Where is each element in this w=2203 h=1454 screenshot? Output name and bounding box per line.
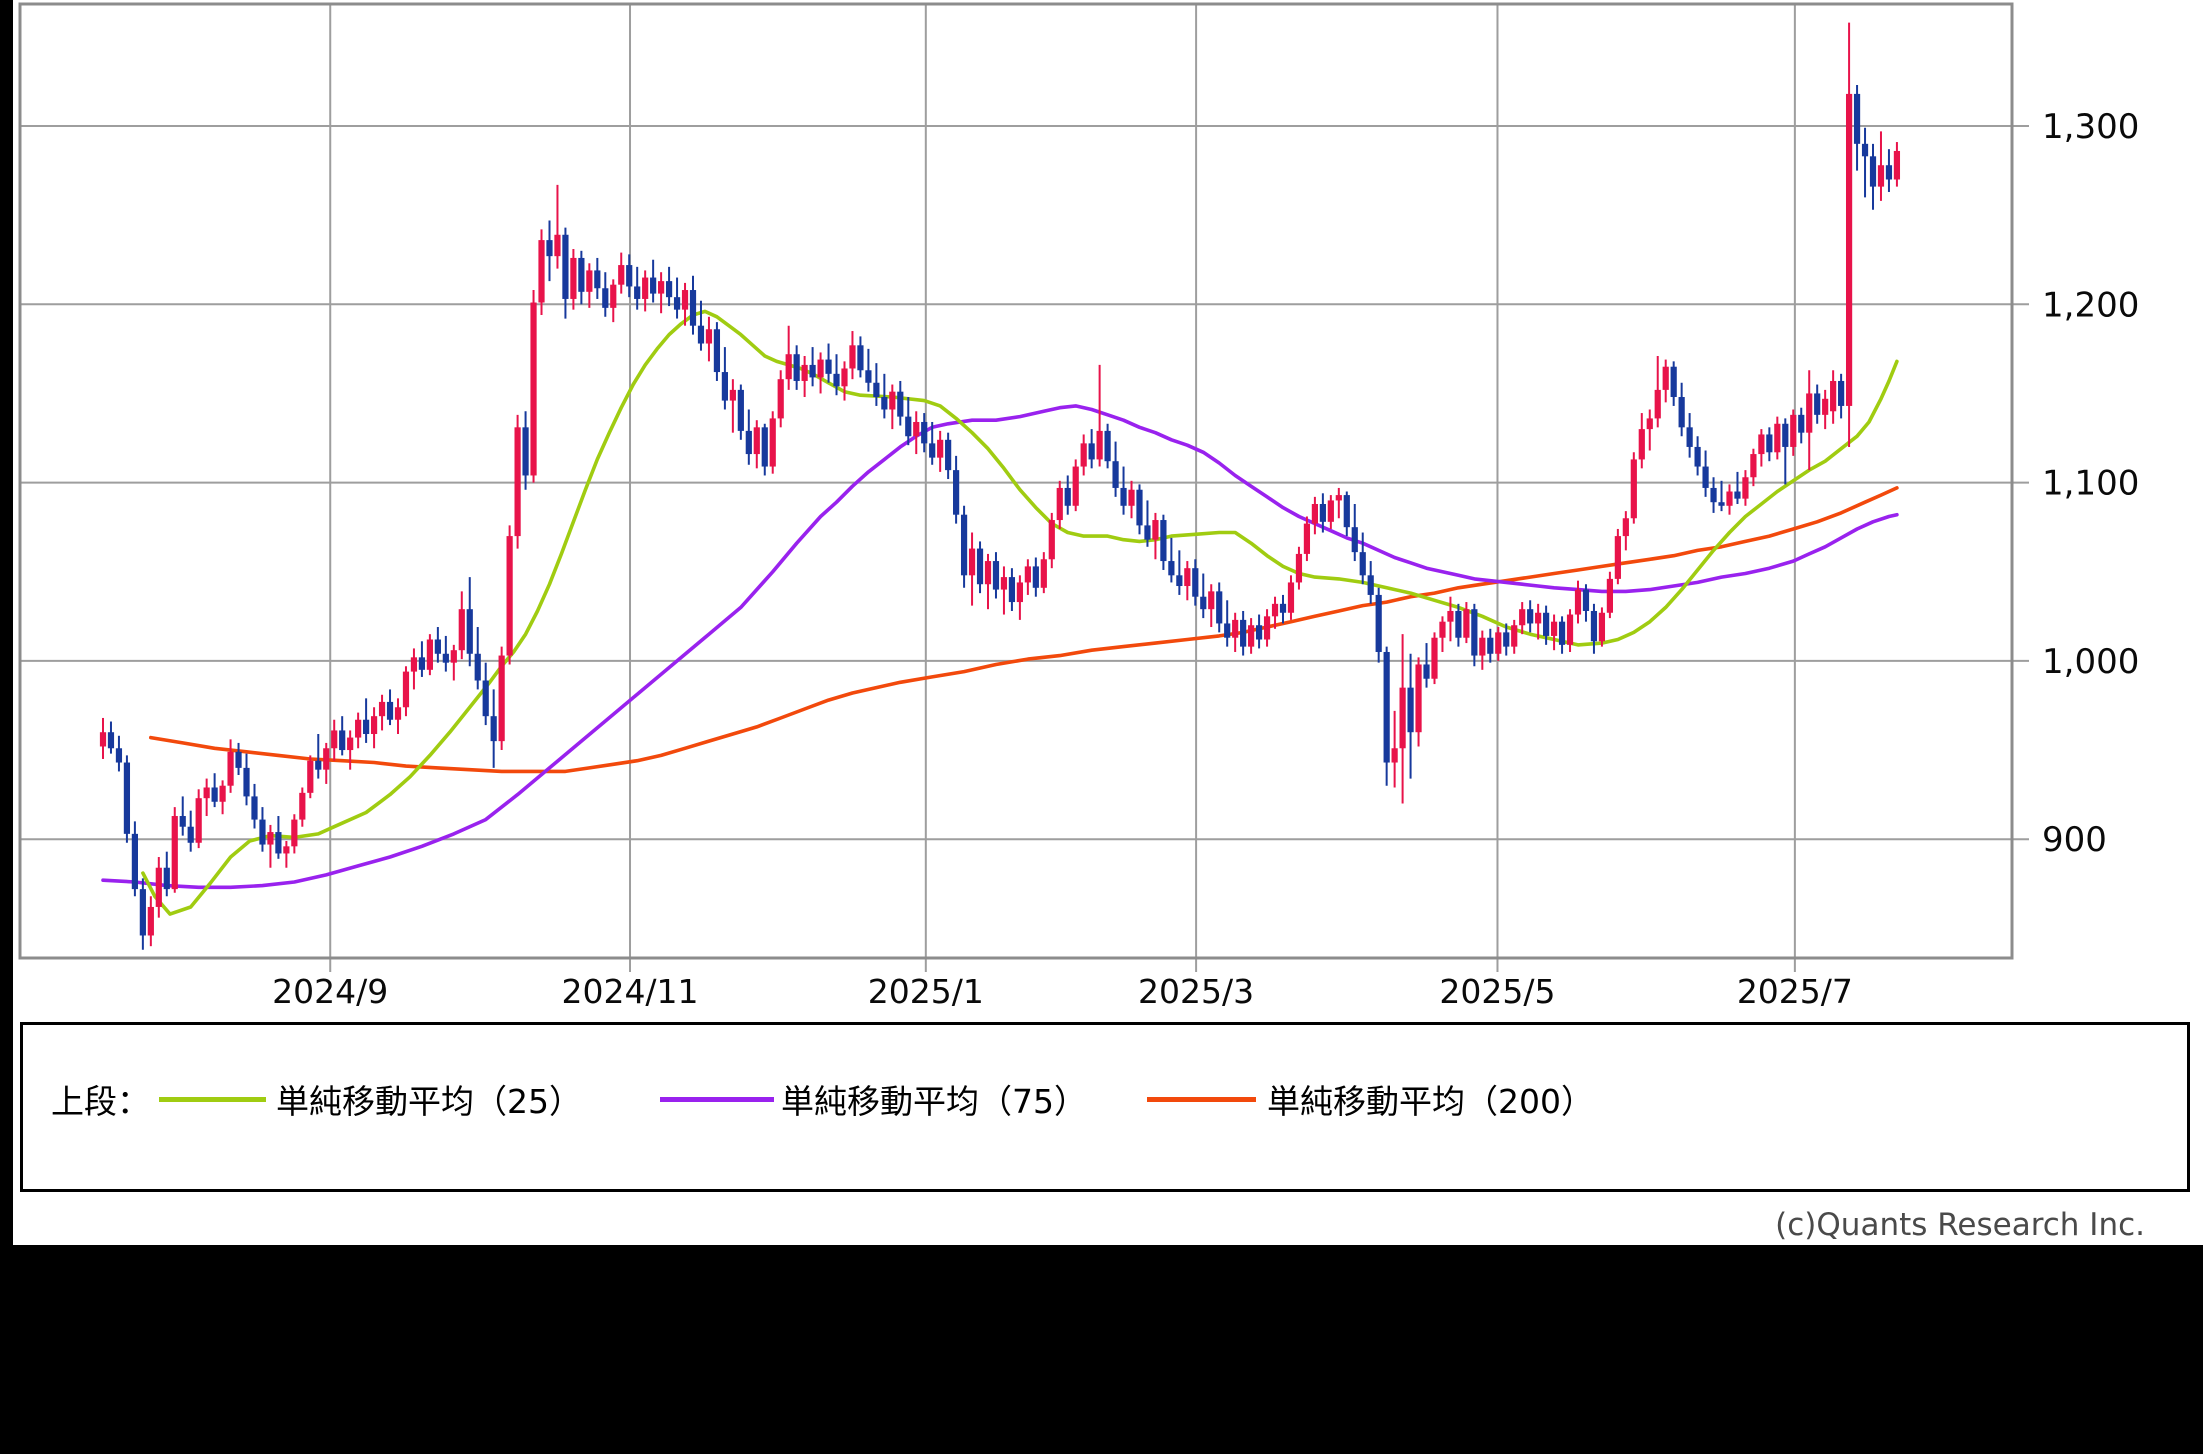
- ma75-line-swatch: [660, 1097, 774, 1102]
- svg-text:1,200: 1,200: [2042, 285, 2139, 325]
- svg-text:2024/9: 2024/9: [272, 972, 388, 1011]
- ma25-line-swatch: [159, 1097, 266, 1102]
- svg-text:900: 900: [2042, 820, 2107, 860]
- legend: 上段： 単純移動平均（25） 単純移動平均（75） 単純移動平均（200）: [20, 1022, 2190, 1192]
- legend-prefix-label: 上段：: [51, 1082, 150, 1121]
- svg-text:1,300: 1,300: [2042, 107, 2139, 147]
- svg-text:2025/5: 2025/5: [1439, 972, 1555, 1011]
- svg-text:2025/3: 2025/3: [1138, 972, 1254, 1011]
- svg-text:2025/1: 2025/1: [868, 972, 984, 1011]
- svg-text:1,000: 1,000: [2042, 642, 2139, 682]
- svg-text:2024/11: 2024/11: [561, 972, 698, 1011]
- svg-text:2025/7: 2025/7: [1737, 972, 1853, 1011]
- ma200-line-swatch: [1147, 1097, 1256, 1102]
- left-black-bar: [0, 0, 13, 1245]
- legend-label-ma200: 単純移動平均（200）: [1267, 1082, 1594, 1121]
- svg-text:1,100: 1,100: [2042, 464, 2139, 504]
- copyright-text: (c)Quants Research Inc.: [1775, 1207, 2145, 1243]
- bottom-black-bar: [0, 1245, 2203, 1454]
- legend-label-ma25: 単純移動平均（25）: [276, 1082, 582, 1121]
- legend-label-ma75: 単純移動平均（75）: [781, 1082, 1087, 1121]
